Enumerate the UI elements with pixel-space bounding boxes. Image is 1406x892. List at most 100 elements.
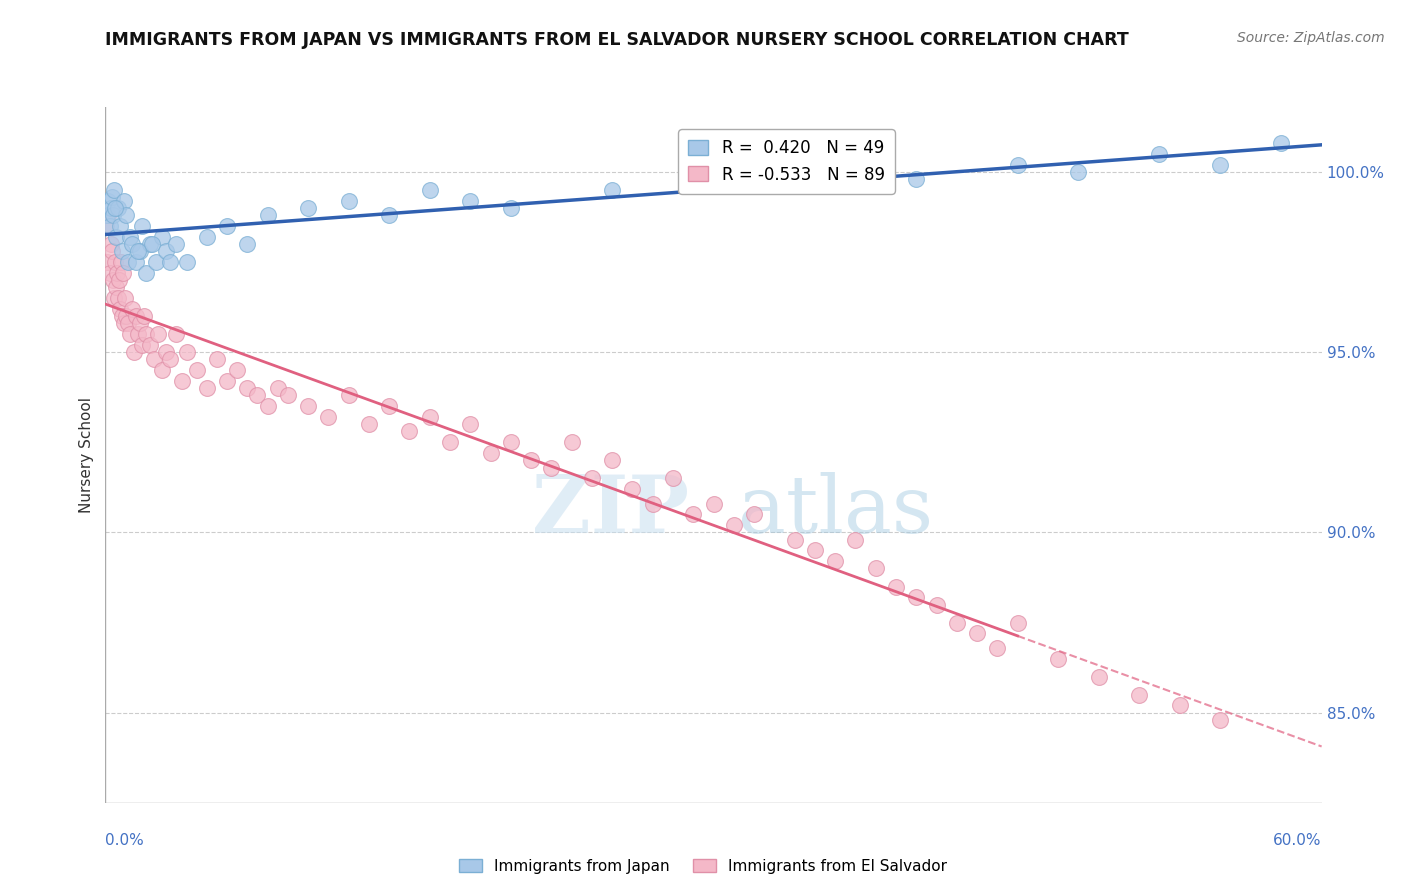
Point: [702, 172, 725, 186]
Y-axis label: Nursery School: Nursery School: [79, 397, 94, 513]
Point: [172, 374, 194, 388]
Point: [103, 183, 125, 197]
Point: [131, 219, 153, 233]
Point: [600, 183, 623, 197]
Point: [1168, 698, 1191, 713]
Point: [111, 309, 134, 323]
Point: [104, 229, 127, 244]
Point: [111, 244, 134, 259]
Point: [458, 417, 481, 432]
Point: [824, 554, 846, 568]
Text: 60.0%: 60.0%: [1274, 833, 1322, 847]
Point: [122, 345, 145, 359]
Point: [103, 291, 125, 305]
Point: [121, 237, 143, 252]
Point: [217, 219, 239, 233]
Point: [1128, 688, 1150, 702]
Text: atlas: atlas: [738, 472, 934, 549]
Point: [925, 598, 948, 612]
Point: [641, 497, 664, 511]
Point: [146, 327, 169, 342]
Point: [96, 219, 118, 233]
Point: [165, 237, 187, 252]
Point: [297, 399, 319, 413]
Point: [277, 388, 299, 402]
Point: [520, 453, 543, 467]
Point: [723, 518, 745, 533]
Point: [117, 316, 139, 330]
Point: [1067, 165, 1090, 179]
Point: [458, 194, 481, 208]
Legend: Immigrants from Japan, Immigrants from El Salvador: Immigrants from Japan, Immigrants from E…: [453, 853, 953, 880]
Point: [105, 266, 128, 280]
Point: [621, 482, 644, 496]
Point: [129, 316, 152, 330]
Point: [398, 425, 420, 439]
Point: [118, 327, 141, 342]
Point: [103, 201, 125, 215]
Point: [205, 352, 228, 367]
Point: [111, 266, 134, 280]
Point: [96, 208, 118, 222]
Point: [1149, 147, 1171, 161]
Point: [96, 255, 118, 269]
Text: ZIP: ZIP: [533, 472, 689, 549]
Point: [742, 508, 765, 522]
Point: [662, 471, 685, 485]
Point: [100, 201, 122, 215]
Point: [101, 208, 124, 222]
Point: [117, 255, 139, 269]
Point: [101, 273, 124, 287]
Point: [97, 194, 120, 208]
Point: [100, 190, 122, 204]
Point: [600, 453, 623, 467]
Point: [256, 399, 278, 413]
Point: [1007, 158, 1029, 172]
Point: [905, 591, 928, 605]
Point: [107, 273, 129, 287]
Point: [702, 497, 725, 511]
Point: [141, 237, 163, 252]
Point: [1007, 615, 1029, 630]
Point: [267, 381, 290, 395]
Point: [98, 219, 121, 233]
Point: [121, 301, 143, 316]
Point: [479, 446, 502, 460]
Point: [236, 237, 259, 252]
Point: [125, 309, 148, 323]
Point: [118, 229, 141, 244]
Legend: R =  0.420   N = 49, R = -0.533   N = 89: R = 0.420 N = 49, R = -0.533 N = 89: [678, 129, 894, 194]
Point: [112, 194, 135, 208]
Point: [1209, 158, 1232, 172]
Point: [150, 229, 173, 244]
Point: [783, 533, 806, 547]
Point: [159, 352, 181, 367]
Point: [176, 255, 198, 269]
Point: [108, 301, 131, 316]
Point: [103, 255, 125, 269]
Point: [114, 208, 136, 222]
Point: [100, 244, 122, 259]
Point: [1209, 713, 1232, 727]
Point: [966, 626, 988, 640]
Point: [499, 201, 522, 215]
Point: [107, 201, 129, 215]
Point: [884, 580, 907, 594]
Point: [176, 345, 198, 359]
Point: [135, 327, 157, 342]
Point: [581, 471, 603, 485]
Point: [378, 208, 401, 222]
Point: [127, 244, 149, 259]
Point: [945, 615, 967, 630]
Point: [112, 316, 135, 330]
Point: [246, 388, 269, 402]
Point: [104, 280, 127, 294]
Point: [143, 352, 166, 367]
Point: [986, 640, 1008, 655]
Point: [378, 399, 401, 413]
Point: [419, 183, 441, 197]
Point: [98, 266, 121, 280]
Point: [159, 255, 181, 269]
Point: [844, 533, 866, 547]
Point: [865, 561, 887, 575]
